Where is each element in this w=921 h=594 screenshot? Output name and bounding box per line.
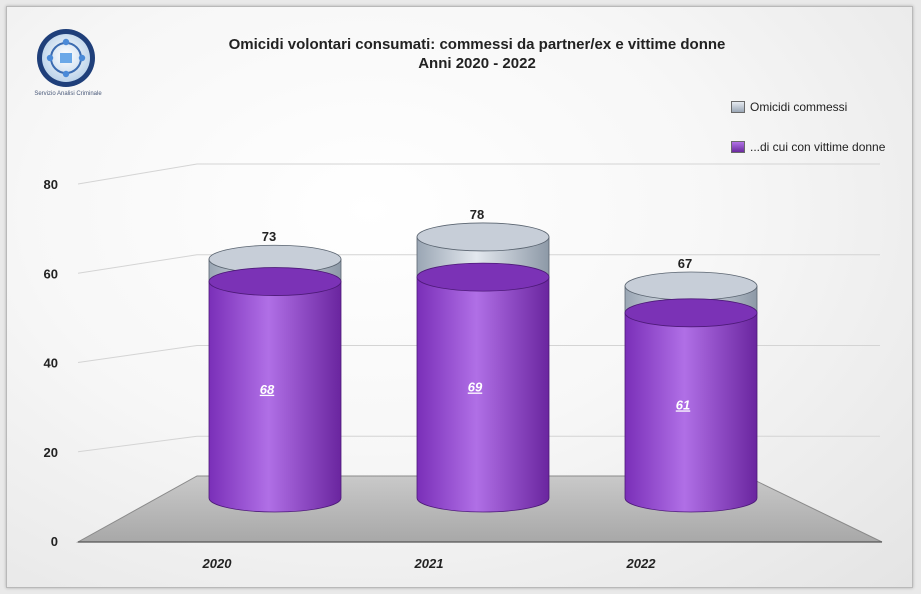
x-tick-label: 2021 [414, 556, 444, 571]
legend-label-vittime-donne: ...di cui con vittime donne [750, 140, 886, 154]
bar-vittime-donne [208, 267, 342, 513]
legend-item-omicidi: Omicidi commessi [731, 97, 885, 117]
logo-caption: Servizio Analisi Criminale [34, 91, 102, 97]
data-label-vittime-donne: 69 [468, 380, 483, 395]
data-label-omicidi-commessi: 67 [678, 256, 692, 271]
data-label-omicidi-commessi: 78 [470, 207, 484, 222]
legend-label-omicidi: Omicidi commessi [750, 100, 848, 114]
y-tick-label: 20 [44, 445, 58, 460]
y-tick-label: 0 [51, 534, 58, 549]
legend-swatch-vittime-donne [731, 141, 745, 153]
data-label-omicidi-commessi: 73 [262, 229, 276, 244]
gridline [77, 163, 880, 185]
logo-icon [37, 29, 95, 87]
gridline [77, 254, 880, 274]
y-tick-label: 60 [44, 266, 58, 281]
chart-legend: Omicidi commessi ...di cui con vittime d… [731, 97, 885, 177]
chart-title-line: Omicidi volontari consumati: commessi da… [228, 36, 726, 53]
bar-vittime-donne [624, 298, 758, 513]
legend-swatch-omicidi [731, 101, 745, 113]
data-label-vittime-donne: 61 [676, 397, 690, 412]
x-tick-label: 2022 [626, 556, 657, 571]
chart-title: Omicidi volontari consumati: commessi da… [177, 35, 777, 73]
legend-item-vittime-donne: ...di cui con vittime donne [731, 137, 885, 157]
chart-subtitle: Anni 2020 - 2022 [418, 55, 536, 72]
x-tick-label: 2020 [202, 556, 233, 571]
data-label-vittime-donne: 68 [260, 382, 275, 397]
y-tick-label: 40 [44, 356, 58, 371]
bar-vittime-donne [416, 262, 550, 513]
y-tick-label: 80 [44, 177, 58, 192]
